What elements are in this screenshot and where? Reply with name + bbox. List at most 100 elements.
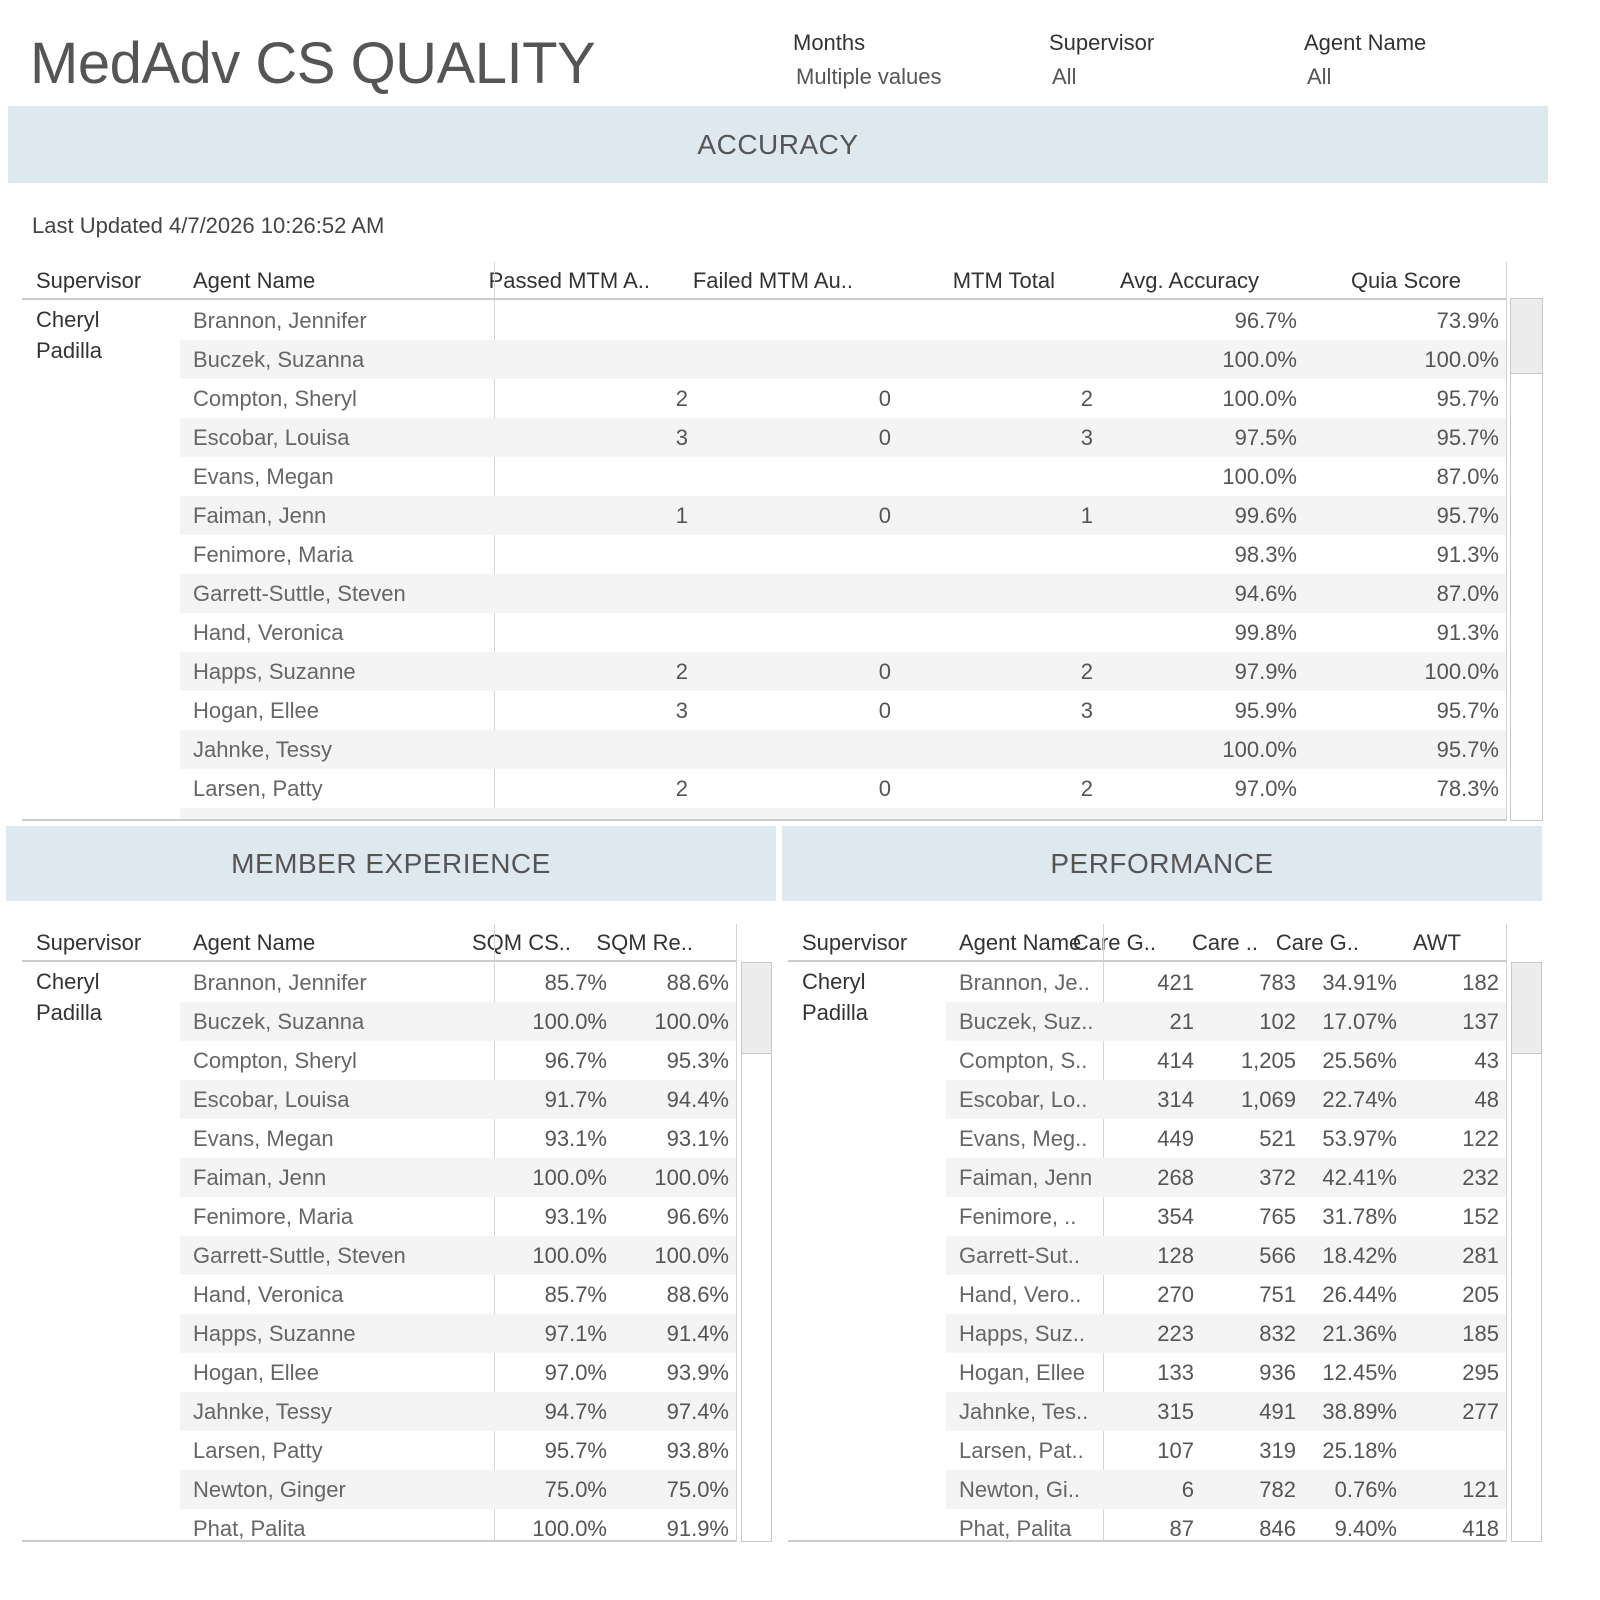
column-divider <box>494 262 495 821</box>
table-row[interactable]: Brannon, Je.. 421 783 34.91% 182 <box>946 963 1506 1002</box>
scrollbar-thumb[interactable] <box>742 963 771 1054</box>
column-header[interactable]: SQM CS.. <box>471 930 571 955</box>
metric-value: 75.0% <box>666 1477 729 1502</box>
filter-months[interactable]: Months Multiple values <box>793 30 942 90</box>
table-row[interactable]: Happs, Suz.. 223 832 21.36% 185 <box>946 1314 1506 1353</box>
table-row[interactable]: Escobar, Lo.. 314 1,069 22.74% 48 <box>946 1080 1506 1119</box>
metric-value: 414 <box>1157 1048 1194 1073</box>
table-row[interactable]: Phat, Palita 100.0% 91.9% <box>180 1509 736 1542</box>
agent-name: Buczek, Suzanna <box>193 1009 365 1034</box>
column-header[interactable]: Failed MTM Au.. <box>692 268 853 293</box>
filter-value[interactable]: All <box>1307 64 1332 89</box>
filter-agent-name[interactable]: Agent Name All <box>1304 30 1426 90</box>
column-header[interactable]: MTM Total <box>952 268 1055 293</box>
column-header[interactable]: Agent Name <box>959 930 1082 955</box>
table-row[interactable]: Faiman, Jenn 268 372 42.41% 232 <box>946 1158 1506 1197</box>
performance-table: Supervisor Agent Name Care G.. Care .. Care … <box>788 924 1544 1542</box>
table-row[interactable]: Larsen, Patty 2 0 2 97.0% 78.3% <box>180 769 1506 808</box>
column-header[interactable]: Quia Score <box>1350 268 1461 293</box>
table-row[interactable]: Buczek, Suzanna 100.0% 100.0% <box>180 1002 736 1041</box>
table-row[interactable]: Fenimore, Maria 98.3% 91.3% <box>180 535 1506 574</box>
table-bottom-border <box>22 1540 736 1542</box>
table-row[interactable]: Garrett-Suttle, Steven 100.0% 100.0% <box>180 1236 736 1275</box>
table-row[interactable]: Hand, Veronica 85.7% 88.6% <box>180 1275 736 1314</box>
table-row[interactable]: Garrett-Suttle, Steven 94.6% 87.0% <box>180 574 1506 613</box>
table-row[interactable]: Buczek, Suzanna 100.0% 100.0% <box>180 340 1506 379</box>
column-header[interactable]: Agent Name <box>193 930 316 955</box>
metric-value: 87.0% <box>1436 464 1499 489</box>
metric-value: 25.56% <box>1322 1048 1397 1073</box>
table-row[interactable]: Newton, Gi.. 6 782 0.76% 121 <box>946 1470 1506 1509</box>
table-row[interactable]: Hogan, Ellee 133 936 12.45% 295 <box>946 1353 1506 1392</box>
column-header[interactable]: Care G.. <box>1275 930 1359 955</box>
metric-value: 223 <box>1157 1321 1194 1346</box>
table-row[interactable]: Jahnke, Tes.. 315 491 38.89% 277 <box>946 1392 1506 1431</box>
table-row[interactable]: Brannon, Jennifer 85.7% 88.6% <box>180 963 736 1002</box>
table-row[interactable]: Compton, S.. 414 1,205 25.56% 43 <box>946 1041 1506 1080</box>
metric-value: 6 <box>1181 1477 1194 1502</box>
column-header[interactable]: Supervisor <box>36 930 142 955</box>
table-row[interactable]: Happs, Suzanne 2 0 2 97.9% 100.0% <box>180 652 1506 691</box>
table-row[interactable]: Fenimore, .. 354 765 31.78% 152 <box>946 1197 1506 1236</box>
metric-value: 85.7% <box>544 970 607 995</box>
table-row[interactable]: Larsen, Pat.. 107 319 25.18% <box>946 1431 1506 1470</box>
table-row[interactable]: Escobar, Louisa 3 0 3 97.5% 95.7% <box>180 418 1506 457</box>
scrollbar-thumb[interactable] <box>1511 299 1542 374</box>
table-header: Supervisor Agent Name Passed MTM A.. Failed… <box>22 262 1506 300</box>
column-header[interactable]: AWT <box>1412 930 1461 955</box>
vertical-scrollbar[interactable] <box>741 962 772 1542</box>
metric-value: 42.41% <box>1322 1165 1397 1190</box>
metric-value: 100.0% <box>1222 347 1297 372</box>
table-row[interactable]: Fenimore, Maria 93.1% 96.6% <box>180 1197 736 1236</box>
column-header[interactable]: Passed MTM A.. <box>488 268 650 293</box>
column-header[interactable]: Care .. <box>1191 930 1258 955</box>
accuracy-section-header: ACCURACY <box>8 106 1548 183</box>
metric-value: 53.97% <box>1322 1126 1397 1151</box>
filter-supervisor[interactable]: Supervisor All <box>1049 30 1154 90</box>
agent-name: Escobar, Louisa <box>193 1087 350 1112</box>
table-row[interactable]: Brannon, Jennifer 96.7% 73.9% <box>180 301 1506 340</box>
table-row[interactable]: Hogan, Ellee 3 0 3 95.9% 95.7% <box>180 691 1506 730</box>
table-row[interactable]: Compton, Sheryl 96.7% 95.3% <box>180 1041 736 1080</box>
metric-value: 21 <box>1169 1009 1194 1034</box>
column-header[interactable]: SQM Re.. <box>596 930 693 955</box>
table-row[interactable]: Jahnke, Tessy 94.7% 97.4% <box>180 1392 736 1431</box>
column-header[interactable]: Supervisor <box>36 268 142 293</box>
vertical-scrollbar[interactable] <box>1511 962 1542 1542</box>
table-row[interactable]: Evans, Megan 93.1% 93.1% <box>180 1119 736 1158</box>
column-header[interactable]: Agent Name <box>193 268 316 293</box>
table-row[interactable]: Faiman, Jenn 1 0 1 99.6% 95.7% <box>180 496 1506 535</box>
table-row[interactable]: Evans, Megan 100.0% 87.0% <box>180 457 1506 496</box>
column-header[interactable]: Care G.. <box>1072 930 1156 955</box>
agent-name: Happs, Suzanne <box>193 659 356 684</box>
table-row[interactable]: Compton, Sheryl 2 0 2 100.0% 95.7% <box>180 379 1506 418</box>
metric-value: 100.0% <box>654 1165 729 1190</box>
table-row[interactable]: Hogan, Ellee 97.0% 93.9% <box>180 1353 736 1392</box>
metric-value: 128 <box>1157 1243 1194 1268</box>
metric-value: 205 <box>1462 1282 1499 1307</box>
table-row[interactable]: Phat, Palita 87 846 9.40% 418 <box>946 1509 1506 1542</box>
column-header[interactable]: Avg. Accuracy <box>1120 268 1259 293</box>
table-row[interactable]: Hand, Vero.. 270 751 26.44% 205 <box>946 1275 1506 1314</box>
table-row[interactable]: Happs, Suzanne 97.1% 91.4% <box>180 1314 736 1353</box>
table-row[interactable]: Faiman, Jenn 100.0% 100.0% <box>180 1158 736 1197</box>
table-row[interactable]: Garrett-Sut.. 128 566 18.42% 281 <box>946 1236 1506 1275</box>
dashboard-title: MedAdv CS QUALITY <box>30 31 596 96</box>
table-row[interactable]: Escobar, Louisa 91.7% 94.4% <box>180 1080 736 1119</box>
accuracy-table: Supervisor Agent Name Passed MTM A.. Failed… <box>22 262 1544 821</box>
table-row[interactable]: Larsen, Patty 95.7% 93.8% <box>180 1431 736 1470</box>
table-row[interactable]: Evans, Meg.. 449 521 53.97% 122 <box>946 1119 1506 1158</box>
table-row[interactable]: Buczek, Suz.. 21 102 17.07% 137 <box>946 1002 1506 1041</box>
table-row[interactable]: Hand, Veronica 99.8% 91.3% <box>180 613 1506 652</box>
metric-value: 31.78% <box>1322 1204 1397 1229</box>
metric-value: 122 <box>1462 1126 1499 1151</box>
vertical-scrollbar[interactable] <box>1510 298 1543 821</box>
column-divider <box>1506 924 1507 1542</box>
metric-value: 354 <box>1157 1204 1194 1229</box>
scrollbar-thumb[interactable] <box>1512 963 1541 1054</box>
table-row[interactable]: Newton, Ginger 75.0% 75.0% <box>180 1470 736 1509</box>
filter-value[interactable]: All <box>1052 64 1077 89</box>
table-row[interactable]: Jahnke, Tessy 100.0% 95.7% <box>180 730 1506 769</box>
filter-value[interactable]: Multiple values <box>796 64 942 89</box>
column-header[interactable]: Supervisor <box>802 930 908 955</box>
